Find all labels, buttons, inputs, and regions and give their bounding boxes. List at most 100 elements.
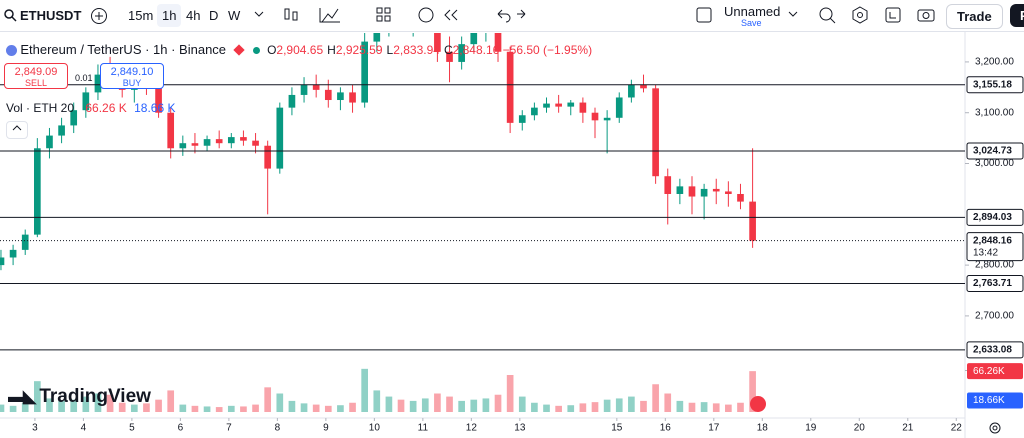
buy-button[interactable]: 2,849.10 BUY — [100, 63, 164, 89]
volume-label: 66.26K — [973, 366, 1005, 377]
volume-bar — [409, 400, 417, 412]
candle-body — [725, 191, 732, 194]
ohlc-value: 2,904.65 — [276, 43, 324, 57]
volume-bar — [337, 405, 344, 412]
x-tick-label: 15 — [611, 423, 623, 434]
volume-bar — [227, 405, 235, 412]
volume-bar — [324, 405, 332, 412]
volume-bar — [725, 404, 732, 412]
candle-body — [167, 112, 175, 149]
candle-body — [300, 84, 308, 95]
volume-bar — [349, 402, 356, 412]
legend: Ethereum / TetherUS · 1h · Binance O2,90… — [6, 42, 592, 57]
settings-icon[interactable] — [987, 420, 1003, 436]
volume-bar — [628, 396, 635, 412]
candle-body — [9, 249, 17, 258]
volume-bar — [300, 403, 308, 412]
interval[interactable]: 4h — [186, 8, 201, 23]
logo-mark: ▬◣ — [8, 387, 36, 406]
collapse-button[interactable] — [6, 121, 28, 139]
interval[interactable]: 1h — [157, 4, 182, 27]
candle-body — [191, 143, 199, 146]
candle-body — [373, 33, 381, 42]
volume-bar — [567, 405, 575, 412]
candle-body — [337, 92, 344, 101]
volume-bar — [94, 393, 102, 412]
candle-body — [82, 92, 90, 111]
x-tick-label: 18 — [757, 423, 769, 434]
level-label-box — [966, 341, 1024, 359]
volume-bar — [276, 393, 284, 412]
interval[interactable]: 15m — [128, 8, 154, 23]
x-tick-label: 6 — [178, 423, 184, 434]
volume-bar — [591, 402, 599, 412]
ohlc-key: H — [327, 43, 336, 57]
publish-button[interactable]: Pu — [1010, 4, 1024, 27]
level-label-box — [966, 208, 1024, 226]
alert-badge[interactable] — [750, 396, 766, 412]
candle-body — [652, 88, 659, 177]
toolbar-icons-right — [788, 6, 935, 24]
candle-body — [264, 145, 272, 169]
volume-label-box — [967, 363, 1023, 380]
interval[interactable]: W — [228, 8, 241, 23]
volume-bar — [312, 404, 320, 412]
candle-body — [203, 139, 211, 146]
x-tick-label: 5 — [129, 423, 135, 434]
x-tick-label: 12 — [466, 423, 478, 434]
x-tick-label: 11 — [418, 423, 429, 434]
volume-bar — [82, 396, 90, 412]
candle-body — [324, 89, 332, 101]
y-tick-label: 3,000.00 — [975, 158, 1014, 169]
x-tick-label: 10 — [369, 423, 381, 434]
candle-body — [458, 44, 465, 62]
y-tick-label: 3,100.00 — [975, 107, 1014, 118]
volume-bar — [579, 403, 587, 412]
toolbar-icons — [254, 7, 526, 23]
save-link[interactable]: Save — [741, 18, 762, 28]
ohlc-value: 2,833.94 — [393, 43, 440, 57]
candle-body — [470, 33, 478, 45]
status-dot — [252, 47, 260, 54]
x-tick-label: 19 — [805, 423, 817, 434]
candle-body — [21, 234, 29, 250]
volume-bar — [143, 403, 150, 412]
legend-title: Ethereum / TetherUS · 1h · Binance — [20, 42, 227, 57]
search-icon — [4, 9, 17, 22]
volume-bar — [264, 387, 272, 412]
volume-bar — [34, 381, 41, 412]
volume-bar — [215, 407, 223, 412]
candle-body — [737, 193, 744, 202]
level-label: 2,894.03 — [973, 212, 1012, 223]
level-label-box — [966, 142, 1024, 160]
volume-bar — [373, 390, 381, 412]
last-price-label: 2,848.16 — [973, 235, 1012, 246]
spread: 0.01 — [75, 73, 93, 83]
candle-body — [434, 33, 441, 52]
volume-bar — [167, 390, 175, 412]
candle-body — [591, 112, 599, 121]
interval[interactable]: D — [209, 8, 219, 23]
volume-bar — [288, 400, 296, 412]
candle-body — [603, 117, 611, 121]
volume-bar — [749, 371, 756, 412]
candle-body — [70, 110, 78, 126]
add-symbol[interactable] — [90, 7, 108, 25]
toolbar: ETHUSDT 15m 1h 4h D W Unnamed Save Trade… — [0, 0, 1024, 32]
x-tick-label: 7 — [226, 423, 232, 434]
candle-body — [34, 148, 41, 235]
volume-bar — [470, 399, 478, 412]
x-tick-label: 13 — [514, 423, 526, 434]
volume-bar — [615, 398, 623, 412]
x-tick-label: 16 — [660, 423, 672, 434]
volume-ma: 18.66 K — [134, 101, 176, 115]
symbol[interactable]: ETHUSDT — [20, 8, 82, 23]
trade-button[interactable]: Trade — [946, 4, 1003, 29]
layout-icon[interactable] — [696, 7, 712, 23]
layout-name[interactable]: Unnamed — [724, 4, 781, 19]
candle-body — [288, 94, 296, 108]
sell-button[interactable]: 2,849.09 SELL — [4, 63, 68, 89]
y-tick-label: 3,200.00 — [975, 57, 1014, 68]
candle-body — [227, 137, 235, 144]
